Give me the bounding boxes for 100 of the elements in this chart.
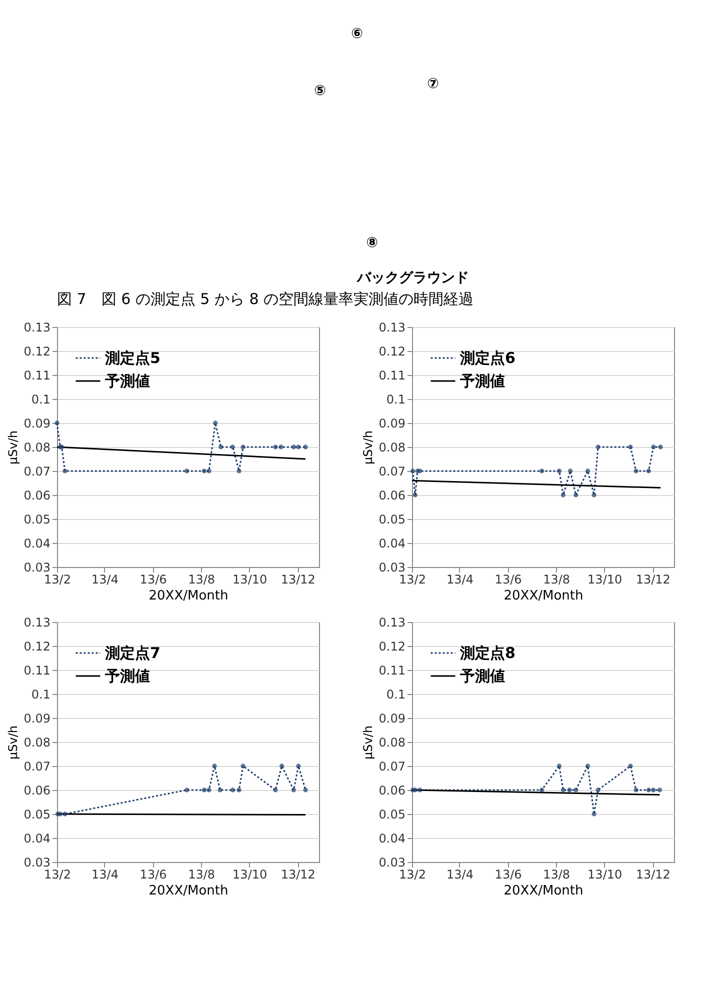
point	[646, 468, 652, 474]
point	[206, 468, 212, 474]
x-tick-label: 13/8	[188, 868, 216, 882]
point	[658, 444, 663, 450]
y-tick-label: 0.03	[378, 856, 406, 870]
y-tick-label: 0.07	[378, 464, 406, 478]
x-tick-label: 13/8	[543, 868, 570, 882]
point	[585, 468, 590, 474]
point	[567, 788, 572, 792]
y-tick-label: 0.07	[24, 760, 50, 774]
point	[58, 812, 63, 816]
point	[230, 444, 236, 450]
point	[651, 788, 656, 792]
point	[592, 492, 596, 498]
legend-label: 測定点5	[104, 349, 160, 367]
point	[539, 788, 544, 792]
x-tick-label: 13/8	[543, 572, 570, 586]
x-tick-label: 13/2	[399, 868, 426, 882]
legend-label: 予測値	[104, 667, 150, 685]
y-tick-label: 0.08	[24, 440, 50, 454]
point	[628, 444, 633, 450]
y-tick-label: 0.12	[24, 344, 50, 358]
point	[273, 788, 278, 792]
point	[592, 812, 596, 816]
point	[296, 764, 301, 768]
x-axis-title: 20XX/Month	[148, 884, 228, 898]
y-tick-label: 0.06	[24, 488, 50, 502]
y-tick-label: 0.04	[24, 536, 50, 550]
y-tick-label: 0.1	[386, 688, 406, 702]
point	[418, 468, 422, 474]
x-tick-label: 13/8	[188, 572, 216, 586]
x-tick-label: 13/12	[636, 868, 670, 882]
point	[240, 444, 246, 450]
y-tick-label: 0.05	[378, 512, 406, 526]
x-tick-label: 13/12	[280, 868, 316, 882]
y-tick-label: 0.04	[24, 832, 50, 846]
point	[560, 788, 566, 792]
legend-label: 測定点7	[104, 644, 160, 662]
point	[218, 444, 224, 450]
point	[412, 492, 418, 498]
legend-label: 予測値	[459, 667, 505, 685]
x-axis-title: 20XX/Month	[504, 588, 584, 604]
x-axis-title: 20XX/Month	[504, 884, 584, 898]
y-axis-title: µSv/h	[360, 430, 375, 465]
point	[184, 788, 190, 792]
text: ⑧	[366, 235, 378, 251]
y-tick-label: 0.08	[24, 736, 50, 750]
y-tick-label: 0.12	[24, 640, 50, 654]
point	[236, 788, 242, 792]
point	[303, 444, 308, 450]
point	[585, 764, 590, 768]
x-tick-label: 13/12	[636, 572, 670, 586]
point	[574, 788, 578, 792]
y-tick-label: 0.08	[378, 736, 406, 750]
y-tick-label: 0.13	[378, 616, 406, 630]
y-tick-label: 0.11	[378, 368, 406, 382]
point	[574, 492, 578, 498]
point	[218, 788, 222, 792]
point	[279, 764, 284, 768]
y-axis-title: µSv/h	[6, 430, 20, 465]
point	[646, 788, 652, 792]
point	[596, 444, 600, 450]
text: ⑦	[427, 76, 440, 92]
point	[230, 788, 236, 792]
y-axis-title: µSv/h	[6, 725, 20, 760]
y-tick-label: 0.11	[378, 664, 406, 678]
y-tick-label: 0.12	[378, 640, 406, 654]
y-tick-label: 0.11	[24, 664, 50, 678]
y-tick-label: 0.05	[378, 808, 406, 822]
point	[291, 788, 296, 792]
y-tick-label: 0.07	[24, 464, 50, 478]
x-tick-label: 13/12	[280, 572, 316, 586]
point	[212, 420, 218, 426]
x-tick-label: 13/6	[494, 572, 522, 586]
y-tick-label: 0.08	[378, 440, 406, 454]
x-tick-label: 13/2	[44, 572, 71, 586]
point	[556, 764, 562, 768]
y-tick-label: 0.11	[24, 368, 50, 382]
x-tick-label: 13/6	[140, 572, 167, 586]
x-tick-label: 13/2	[44, 868, 71, 882]
text: ⑤	[314, 83, 326, 99]
point	[303, 788, 308, 792]
x-tick-label: 13/4	[92, 572, 118, 586]
x-tick-label: 13/10	[232, 572, 268, 586]
point	[278, 444, 284, 450]
y-axis-title: µSv/h	[360, 725, 375, 760]
x-tick-label: 13/4	[92, 868, 118, 882]
x-tick-label: 13/2	[399, 572, 426, 586]
point	[651, 444, 656, 450]
point	[568, 468, 573, 474]
point	[62, 812, 68, 816]
y-tick-label: 0.09	[378, 416, 406, 430]
y-tick-label: 0.13	[24, 616, 50, 630]
y-tick-label: 0.05	[24, 512, 50, 526]
y-tick-label: 0.09	[378, 712, 406, 726]
x-tick-label: 13/10	[588, 868, 622, 882]
text: ⑥	[351, 26, 364, 42]
x-tick-label: 13/6	[140, 868, 167, 882]
y-tick-label: 0.03	[24, 560, 50, 574]
y-tick-label: 0.03	[24, 856, 50, 870]
